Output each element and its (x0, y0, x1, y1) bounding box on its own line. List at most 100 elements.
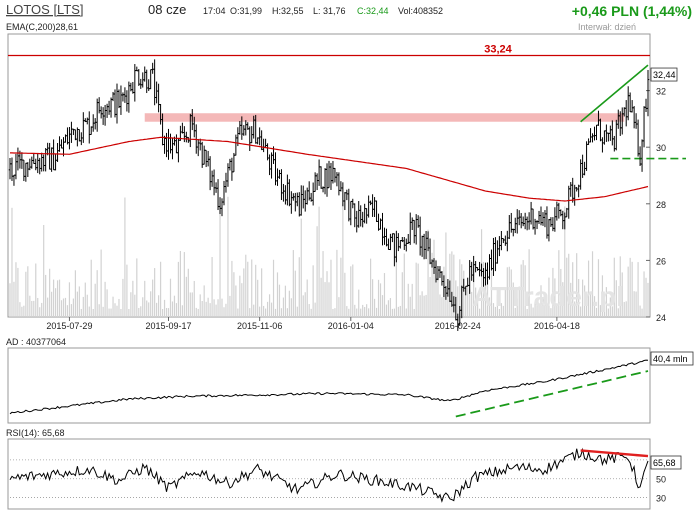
rsi-panel (7, 438, 651, 510)
volume-bar (387, 300, 390, 317)
volume-bar (427, 229, 429, 317)
volume-bar (393, 308, 395, 317)
volume-bar (477, 301, 479, 317)
volume-bar (68, 282, 71, 317)
y-tick-label: 32 (656, 87, 666, 97)
volume-bar (51, 291, 53, 317)
volume-bar (318, 206, 320, 317)
volume-bar (13, 281, 15, 317)
volume-bar (548, 277, 550, 317)
volume-bar (209, 303, 211, 317)
volume-bar (645, 277, 647, 317)
volume-bar (320, 277, 322, 317)
volume-bar (328, 282, 330, 317)
volume-bar (98, 304, 100, 317)
volume-bar (233, 272, 235, 317)
volume-bar (631, 261, 633, 317)
volume-bar (241, 283, 243, 317)
volume-bar (570, 282, 572, 317)
volume-bar (245, 254, 247, 317)
volume-bar (128, 308, 130, 317)
volume-bar (350, 266, 352, 317)
volume-bar (239, 275, 241, 317)
volume-bar (344, 272, 346, 317)
volume-bar (169, 278, 172, 317)
volume-bar (469, 289, 471, 317)
volume-bar (126, 264, 128, 317)
rsi-line (9, 447, 649, 503)
volume-bar (552, 267, 554, 317)
volume-bar (496, 294, 499, 317)
volume-bar (23, 305, 25, 317)
volume-bar (641, 308, 643, 317)
volume-bar (229, 295, 231, 317)
volume-bar (566, 257, 568, 317)
volume-bar (31, 300, 33, 317)
volume-bar (136, 258, 138, 317)
x-tick-label: 2015-07-29 (46, 321, 92, 331)
volume-bar (211, 256, 213, 317)
volume-bar (124, 197, 126, 317)
volume-bar (407, 283, 409, 317)
volume-bar (346, 306, 348, 317)
header-close: C:32,44 (357, 6, 389, 16)
volume-bar (213, 299, 215, 317)
volume-bar (568, 253, 570, 317)
volume-bar (643, 271, 645, 317)
volume-bar (146, 300, 148, 317)
volume-bar (185, 276, 187, 317)
volume-bar (140, 306, 142, 317)
volume-bar (538, 305, 540, 317)
volume-bar (223, 307, 225, 317)
volume-bar (181, 305, 183, 317)
volume-bar (385, 304, 388, 317)
volume-bar (286, 308, 288, 317)
volume-bar (621, 272, 623, 317)
volume-bar (379, 283, 382, 317)
volume-bar (199, 294, 201, 317)
volume-bar (156, 302, 158, 317)
volume-bar (459, 259, 461, 317)
volume-bar (583, 285, 586, 317)
volume-bar (397, 306, 399, 317)
volume-bar (179, 250, 181, 317)
volume-bar (288, 290, 290, 317)
volume-bar (629, 257, 631, 317)
header-high: H:32,55 (272, 6, 304, 16)
volume-bar (270, 302, 273, 317)
volume-bar (405, 308, 407, 317)
volume-bar (253, 304, 255, 317)
volume-bar (189, 292, 191, 317)
volume-bar (544, 298, 546, 317)
volume-bar (154, 268, 156, 317)
rsi-label: RSI(14): 65,68 (6, 428, 65, 438)
volume-bar (106, 289, 108, 317)
volume-bar (338, 297, 340, 317)
volume-bar (482, 261, 485, 317)
y-tick-label: 26 (656, 256, 666, 266)
ad-trend-line (455, 370, 649, 418)
rsi-tick-label: 50 (656, 475, 666, 485)
volume-bar (108, 308, 110, 317)
volume-bar (237, 308, 239, 317)
volume-bar (603, 304, 606, 317)
volume-bar (62, 298, 65, 317)
volume-bar (235, 285, 237, 317)
volume-bar (314, 302, 316, 317)
volume-bar (639, 305, 641, 317)
volume-bar (488, 297, 491, 317)
volume-bar (300, 218, 302, 317)
volume-bar (150, 291, 152, 317)
volume-bar (326, 271, 328, 317)
volume-bar (500, 303, 502, 317)
ad-value-box (650, 351, 694, 366)
volume-bar (56, 280, 59, 317)
volume-bar (447, 281, 449, 317)
volume-bar (409, 296, 411, 317)
volume-bar (504, 289, 506, 317)
volume-bar (118, 298, 120, 317)
volume-bar (518, 286, 520, 317)
volume-bar (282, 297, 285, 317)
volume-bar (395, 256, 397, 317)
volume-bar (506, 267, 508, 317)
